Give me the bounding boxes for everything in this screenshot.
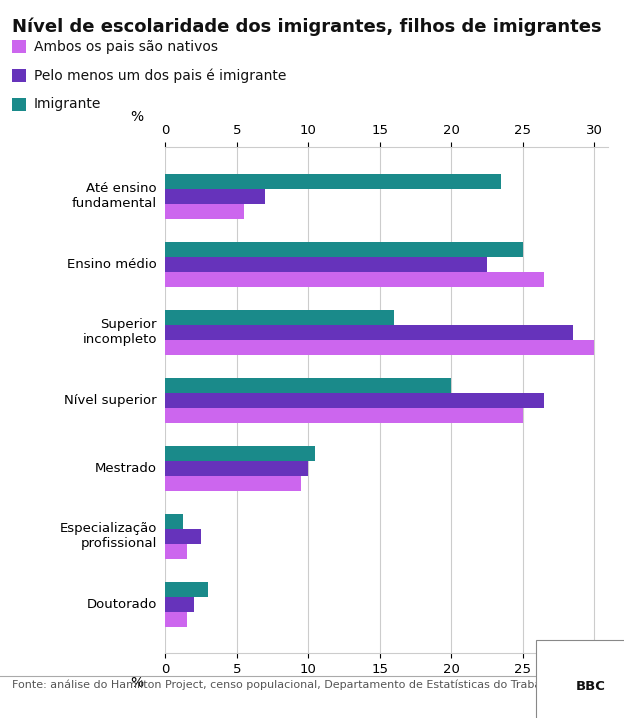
Bar (165, 461, 308, 476)
Bar (165, 378, 451, 393)
Bar (165, 612, 187, 627)
Bar (165, 529, 201, 544)
Bar (165, 446, 315, 461)
Bar (165, 597, 194, 612)
Bar (165, 476, 301, 491)
Bar (165, 544, 187, 559)
Text: Ambos os pais são nativos: Ambos os pais são nativos (34, 39, 218, 54)
Bar (165, 257, 487, 271)
Bar (165, 340, 594, 355)
Text: %: % (130, 676, 143, 690)
Text: %: % (130, 111, 143, 124)
Bar (165, 189, 265, 204)
Bar (165, 204, 244, 218)
Bar (165, 174, 501, 189)
Text: Imigrante: Imigrante (34, 97, 101, 111)
Text: Nível de escolaridade dos imigrantes, filhos de imigrantes: Nível de escolaridade dos imigrantes, fi… (12, 18, 602, 37)
Bar (165, 271, 544, 286)
Text: Fonte: análise do Hamilton Project, censo populacional, Departamento de Estatíst: Fonte: análise do Hamilton Project, cens… (12, 680, 558, 691)
Bar (165, 242, 523, 257)
Text: Pelo menos um dos pais é imigrante: Pelo menos um dos pais é imigrante (34, 68, 286, 83)
Bar (165, 582, 208, 597)
Bar (165, 408, 523, 423)
Text: BBC: BBC (575, 680, 605, 693)
Bar (165, 325, 573, 340)
Bar (165, 309, 394, 325)
Bar (165, 514, 182, 529)
Bar (165, 393, 544, 408)
